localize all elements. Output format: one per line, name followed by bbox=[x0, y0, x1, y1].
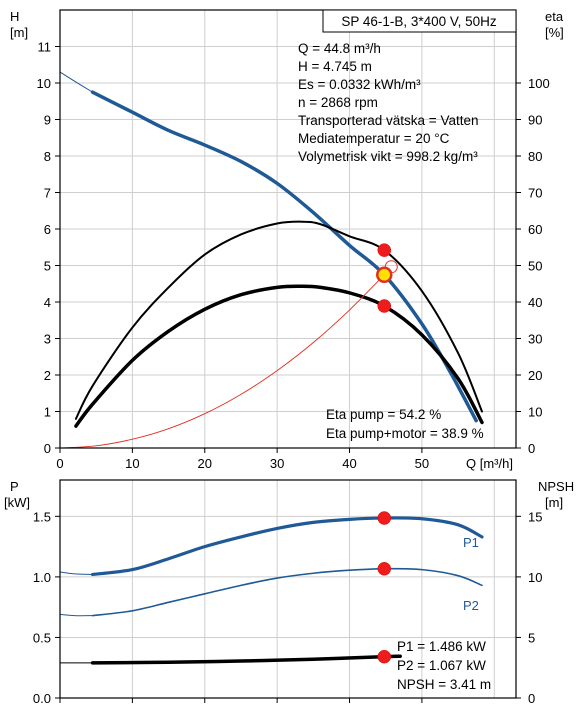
h-tick-label: 9 bbox=[44, 113, 51, 128]
eta-tick-label: 30 bbox=[528, 332, 542, 347]
top-x-tick-label: 10 bbox=[125, 456, 139, 471]
p-tick-label: 1.0 bbox=[33, 570, 51, 585]
info-es: Es = 0.0332 kWh/m³ bbox=[298, 77, 421, 92]
info-density: Volymetrisk vikt = 998.2 kg/m³ bbox=[298, 149, 478, 164]
eta-motor-point-marker bbox=[377, 299, 392, 313]
eta-tick-label: 80 bbox=[528, 149, 542, 164]
top-x-tick-label: 40 bbox=[342, 456, 356, 471]
p2-series-label: P2 bbox=[463, 598, 479, 613]
q-axis-label: Q [m³/h] bbox=[466, 456, 513, 471]
h-tick-label: 10 bbox=[37, 76, 51, 91]
eta-pump-point-marker bbox=[377, 243, 392, 257]
top-x-tick-label: 50 bbox=[415, 456, 429, 471]
eta-tick-label: 50 bbox=[528, 259, 542, 274]
eta-tick-label: 10 bbox=[528, 405, 542, 420]
info-fluid: Transporterad vätska = Vatten bbox=[298, 113, 478, 128]
eta-axis-label-line2: [%] bbox=[545, 25, 564, 40]
series-eta-pump bbox=[74, 220, 483, 420]
top-series bbox=[59, 71, 484, 449]
npsh-tick-label: 5 bbox=[528, 630, 535, 645]
npsh-tick-label: 10 bbox=[528, 570, 542, 585]
bottom-axis-ticks: 0.0 0.5 1.0 1.5 0 5 10 15 bbox=[33, 509, 543, 706]
p-axis-label-line1: P bbox=[10, 479, 19, 494]
info-p2: P2 = 1.067 kW bbox=[397, 658, 486, 673]
series-p1-ext bbox=[59, 571, 94, 575]
series-head-ext bbox=[59, 71, 94, 93]
title-box bbox=[322, 9, 517, 33]
series-npsh bbox=[90, 654, 402, 665]
operating-point-marker bbox=[376, 266, 393, 284]
bottom-markers bbox=[377, 511, 392, 664]
eta-tick-label: 60 bbox=[528, 222, 542, 237]
top-grid bbox=[59, 10, 516, 449]
p-tick-label: 0.5 bbox=[33, 630, 51, 645]
eta-tick-label: 90 bbox=[528, 113, 542, 128]
info-npsh: NPSH = 3.41 m bbox=[397, 677, 491, 692]
eta-tick-label: 40 bbox=[528, 295, 542, 310]
top-markers bbox=[376, 243, 398, 313]
series-head bbox=[90, 90, 478, 423]
top-x-tick-label: 30 bbox=[270, 456, 284, 471]
h-axis-label-line1: H bbox=[10, 9, 19, 24]
eta-info: Eta pump = 54.2 % Eta pump+motor = 38.9 … bbox=[326, 407, 484, 441]
h-tick-label: 2 bbox=[44, 368, 51, 383]
p1-series-label: P1 bbox=[463, 535, 479, 550]
h-tick-label: 6 bbox=[44, 222, 51, 237]
operating-info: Q = 44.8 m³/h H = 4.745 m Es = 0.0332 kW… bbox=[298, 41, 478, 164]
p1-point-marker bbox=[377, 511, 392, 525]
h-tick-label: 1 bbox=[44, 405, 51, 420]
info-n: n = 2868 rpm bbox=[298, 95, 378, 110]
h-tick-label: 0 bbox=[44, 441, 51, 456]
p-axis-label-line2: [kW] bbox=[4, 495, 30, 510]
p-tick-label: 0.0 bbox=[33, 691, 51, 706]
info-eta-pump: Eta pump = 54.2 % bbox=[326, 407, 441, 422]
series-p2 bbox=[91, 567, 483, 617]
eta-tick-label: 20 bbox=[528, 368, 542, 383]
p-tick-label: 1.5 bbox=[33, 509, 51, 524]
eta-axis-label-line1: eta bbox=[545, 9, 564, 24]
info-p1: P1 = 1.486 kW bbox=[397, 639, 486, 654]
top-axis-ticks: 0 10 20 30 40 50 0 1 2 3 4 5 6 7 8 9 10 11 0 10 20 30 40 50 60 70… bbox=[37, 40, 550, 472]
npsh-tick-label: 0 bbox=[528, 691, 535, 706]
h-axis-label-line2: [m] bbox=[10, 25, 28, 40]
h-tick-label: 8 bbox=[44, 149, 51, 164]
info-h: H = 4.745 m bbox=[298, 59, 372, 74]
h-tick-label: 7 bbox=[44, 186, 51, 201]
h-tick-label: 4 bbox=[44, 295, 51, 310]
series-p1 bbox=[90, 516, 484, 577]
npsh-axis-label-line2: [m] bbox=[545, 495, 563, 510]
p2-point-marker bbox=[377, 562, 392, 576]
power-info: P1 = 1.486 kW P2 = 1.067 kW NPSH = 3.41 … bbox=[397, 639, 491, 692]
eta-tick-label: 100 bbox=[528, 76, 550, 91]
h-tick-label: 5 bbox=[44, 259, 51, 274]
npsh-tick-label: 15 bbox=[528, 509, 542, 524]
h-tick-label: 3 bbox=[44, 332, 51, 347]
bottom-plot-frame bbox=[59, 479, 517, 699]
info-temp: Mediatemperatur = 20 °C bbox=[298, 131, 450, 146]
series-eta-pump-motor bbox=[74, 284, 484, 428]
eta-tick-label: 0 bbox=[528, 441, 535, 456]
top-plot-frame bbox=[59, 9, 517, 449]
npsh-point-marker bbox=[377, 649, 392, 664]
series-p2-ext bbox=[59, 613, 94, 617]
series-system-curve bbox=[59, 274, 385, 449]
bottom-series bbox=[59, 516, 484, 665]
h-tick-label: 11 bbox=[38, 40, 52, 55]
info-eta-motor: Eta pump+motor = 38.9 % bbox=[326, 426, 484, 441]
eta-tick-label: 70 bbox=[528, 186, 542, 201]
top-x-tick-label: 0 bbox=[56, 456, 63, 471]
top-x-tick-label: 20 bbox=[198, 456, 212, 471]
npsh-axis-label-line1: NPSH bbox=[538, 479, 574, 494]
chart-title: SP 46-1-B, 3*400 V, 50Hz bbox=[341, 14, 497, 29]
info-q: Q = 44.8 m³/h bbox=[298, 41, 381, 56]
